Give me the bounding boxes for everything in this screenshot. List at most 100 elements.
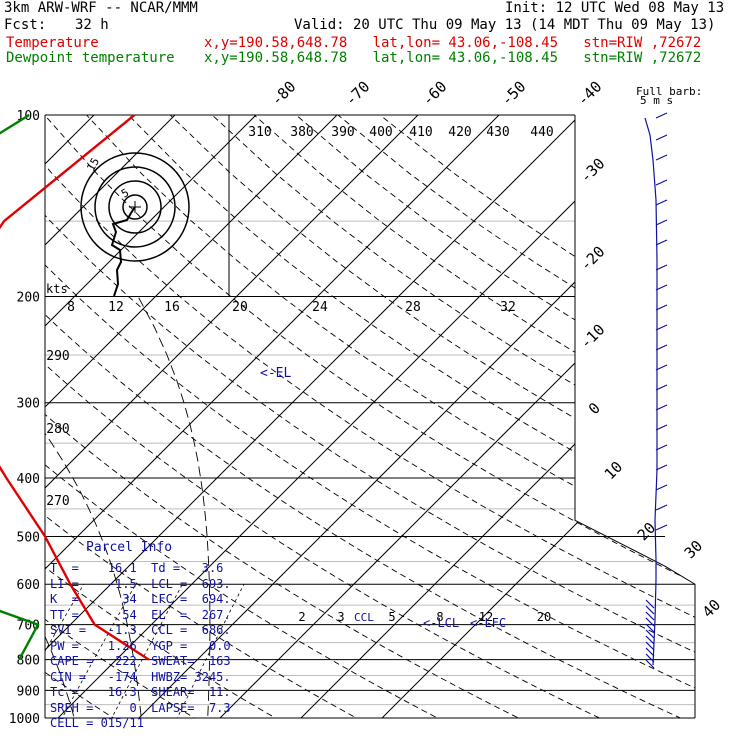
pressure-label: 400 [17,472,40,487]
moist-adiabat [45,296,143,718]
wind-barb [655,484,668,491]
wind-barb [655,404,668,411]
wind-barb [655,284,668,291]
isotherm-label: -50 [498,78,530,110]
profile-lines [0,113,150,661]
wind-barb [655,344,668,351]
wind-barb [645,635,655,645]
moist-adiabat [137,296,211,718]
wind-barb [645,617,655,627]
wind-label: Full barb: [636,85,702,98]
hodograph-speed-label: 20 [232,300,248,315]
valid-time: Valid: 20 UTC Thu 09 May 13 (14 MDT Thu … [294,17,716,33]
isotherm [368,115,695,718]
hodograph-speed-label: 28 [405,300,421,315]
isotherm [45,115,176,718]
wind-barb [645,647,655,657]
plot-border [574,115,696,718]
isotherm [45,115,662,718]
wind-barb [645,629,655,639]
isotherm-label: 10 [601,458,627,484]
isotherm-label: -20 [577,243,609,275]
parcel-info-row: CELL = 015/11 [50,716,144,730]
parcel-info-row: SVI = -1.3 CCL = 686. [50,623,231,637]
pressure-label: 500 [17,530,40,545]
isotherm-label: 0 [585,399,604,418]
wind-barb [655,239,668,246]
wind-barb [645,611,655,621]
temperature-location: x,y=190.58,648.78 lat,lon= 43.06,-108.45… [204,35,702,51]
wind-barb [645,641,655,651]
dry-adiabat [45,115,299,718]
pressure-label: 600 [17,578,40,593]
hodograph-speed-label: 32 [500,300,516,315]
parcel-info-row: PW = 1.26 YGP = 0.0 [50,638,231,653]
theta-e-label: 410 [409,125,432,140]
isotherm-label: 30 [681,537,707,563]
mixing-ratio-line [45,583,85,718]
wind-barb [655,112,668,119]
dry-adiabat [169,115,695,718]
ccl-marker: CCL [354,611,374,624]
wind-barb [655,464,668,471]
parcel-info-title: Parcel Info [86,540,173,555]
wind-barb [655,384,668,391]
pressure-label: 200 [17,291,40,306]
mixing-ratio-label: 5 [388,610,395,624]
wind-barb [655,324,668,331]
isotherm-label: -30 [577,155,609,187]
mixing-ratio-label: 20 [537,610,551,624]
wind-profile-axis [644,117,658,666]
theta-e-label: 310 [248,125,271,140]
mixing-ratio-label: 2 [298,610,305,624]
mixing-ratio-label: 12 [479,610,493,624]
hodograph-speed-label: 8 [67,300,75,315]
isotherm [45,115,257,718]
dry-adiabat [45,115,217,718]
wind-barb [655,424,668,431]
parcel-info-row: CIN = -174 HWBZ= 3245. [50,669,231,684]
wind-barb [645,659,655,669]
hodograph-trace [110,206,136,297]
dry-adiabat [253,115,695,718]
dry-adiabat [45,115,545,718]
isotherm-label: -60 [419,78,451,110]
theta-e-label: 380 [290,125,313,140]
theta-e-label: 440 [530,125,553,140]
isotherm-label: -80 [268,78,300,110]
theta-e-label: 430 [486,125,509,140]
wind-profile: Full barb:5 m s [636,85,702,669]
wind-barb [645,605,655,615]
moist-adiabat [45,296,79,718]
isotherm [0,115,13,731]
wind-barb [655,444,668,451]
isotherm [287,115,695,718]
wind-barb [655,154,668,161]
parcel-info-row: CAPE = 222 SWEAT= 163 [50,654,231,668]
theta-e-label: 400 [369,125,392,140]
parcel-info-row: TT = 54 EL = 267. [50,607,231,622]
clipped-grid [0,115,695,731]
el-marker: <-EL [260,366,291,381]
dry-adiabat [45,115,463,718]
isotherm-label: -40 [574,78,606,110]
dewpoint-location: x,y=190.58,648.78 lat,lon= 43.06,-108.45… [204,50,702,66]
pressure-label: 1000 [9,712,40,727]
wind-barb [645,653,655,663]
moist-adiabat [0,297,13,731]
pressure-label: 300 [17,397,40,412]
isotherm [45,115,419,718]
hodograph-ring-label: 15 [84,156,102,174]
wind-label: 5 m s [640,94,673,107]
wind-barb [645,623,655,633]
model-title: 3km ARW-WRF -- NCAR/MMM [4,0,198,16]
parcel-info-row: T = 16.1 Td = 3.6 [50,561,224,575]
temperature-legend: Temperature [6,35,99,51]
hodograph-speed-label: 12 [108,300,124,315]
wind-barb [655,264,668,271]
isotherm [45,115,500,718]
wind-barb [655,364,668,371]
grid-layer [0,114,696,731]
isotherm-label: 40 [699,596,725,622]
